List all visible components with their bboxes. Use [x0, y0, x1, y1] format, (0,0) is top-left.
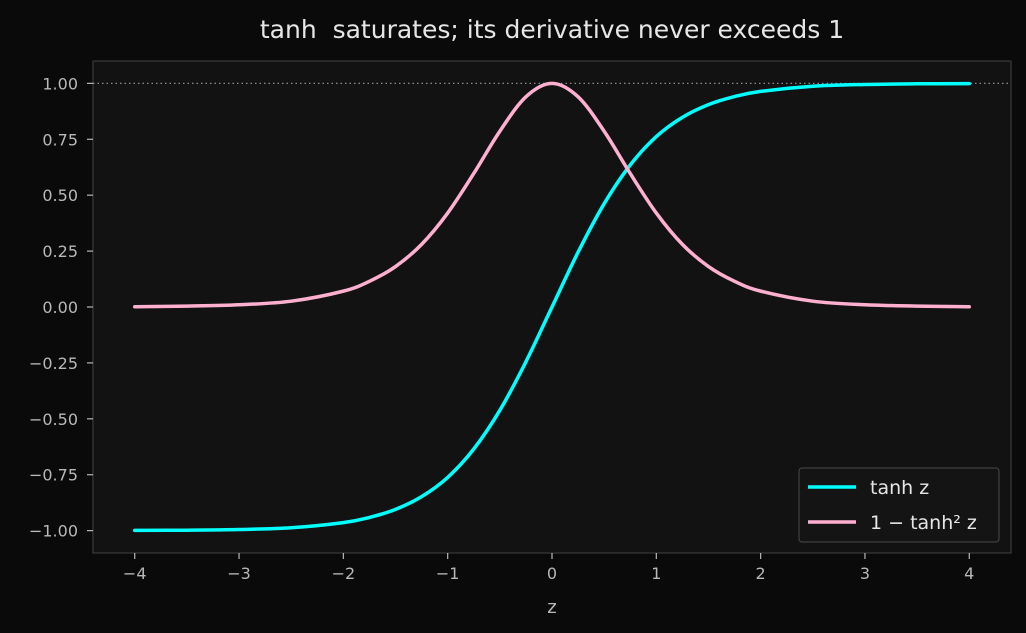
x-tick-label: 0	[547, 564, 557, 583]
series-line-derivative	[132, 81, 972, 309]
x-axis-label: z	[547, 597, 556, 618]
x-tick-label: 4	[964, 564, 974, 583]
y-tick-label: 0.25	[42, 242, 78, 261]
y-tick-label: −1.00	[29, 522, 78, 541]
y-tick-label: −0.50	[29, 410, 78, 429]
y-tick-label: −0.75	[29, 466, 78, 485]
legend-label-tanh: tanh z	[870, 477, 929, 499]
series-layer	[132, 81, 972, 533]
x-tick-label: −1	[436, 564, 460, 583]
x-tick-label: −3	[227, 564, 251, 583]
series-line-tanh	[132, 81, 972, 533]
x-axis-ticks: −4 −3 −2 −1 0 1 2 3 4	[123, 553, 974, 583]
x-tick-label: 2	[756, 564, 766, 583]
x-tick-label: −4	[123, 564, 147, 583]
y-axis-ticks: 1.00 0.75 0.50 0.25 0.00 −0.25 −0.50 −0.75 −1.00	[29, 74, 93, 541]
x-tick-label: −2	[332, 564, 356, 583]
legend-label-derivative: 1 − tanh² z	[870, 512, 977, 534]
y-tick-label: 0.75	[42, 130, 78, 149]
x-tick-label: 3	[860, 564, 870, 583]
x-tick-label: 1	[651, 564, 661, 583]
y-tick-label: 0.50	[42, 186, 78, 205]
chart-title: tanh saturates; its derivative never exc…	[260, 15, 844, 44]
legend: tanh z 1 − tanh² z	[798, 467, 1000, 543]
y-tick-label: −0.25	[29, 354, 78, 373]
y-tick-label: 0.00	[42, 298, 78, 317]
y-tick-label: 1.00	[42, 74, 78, 93]
